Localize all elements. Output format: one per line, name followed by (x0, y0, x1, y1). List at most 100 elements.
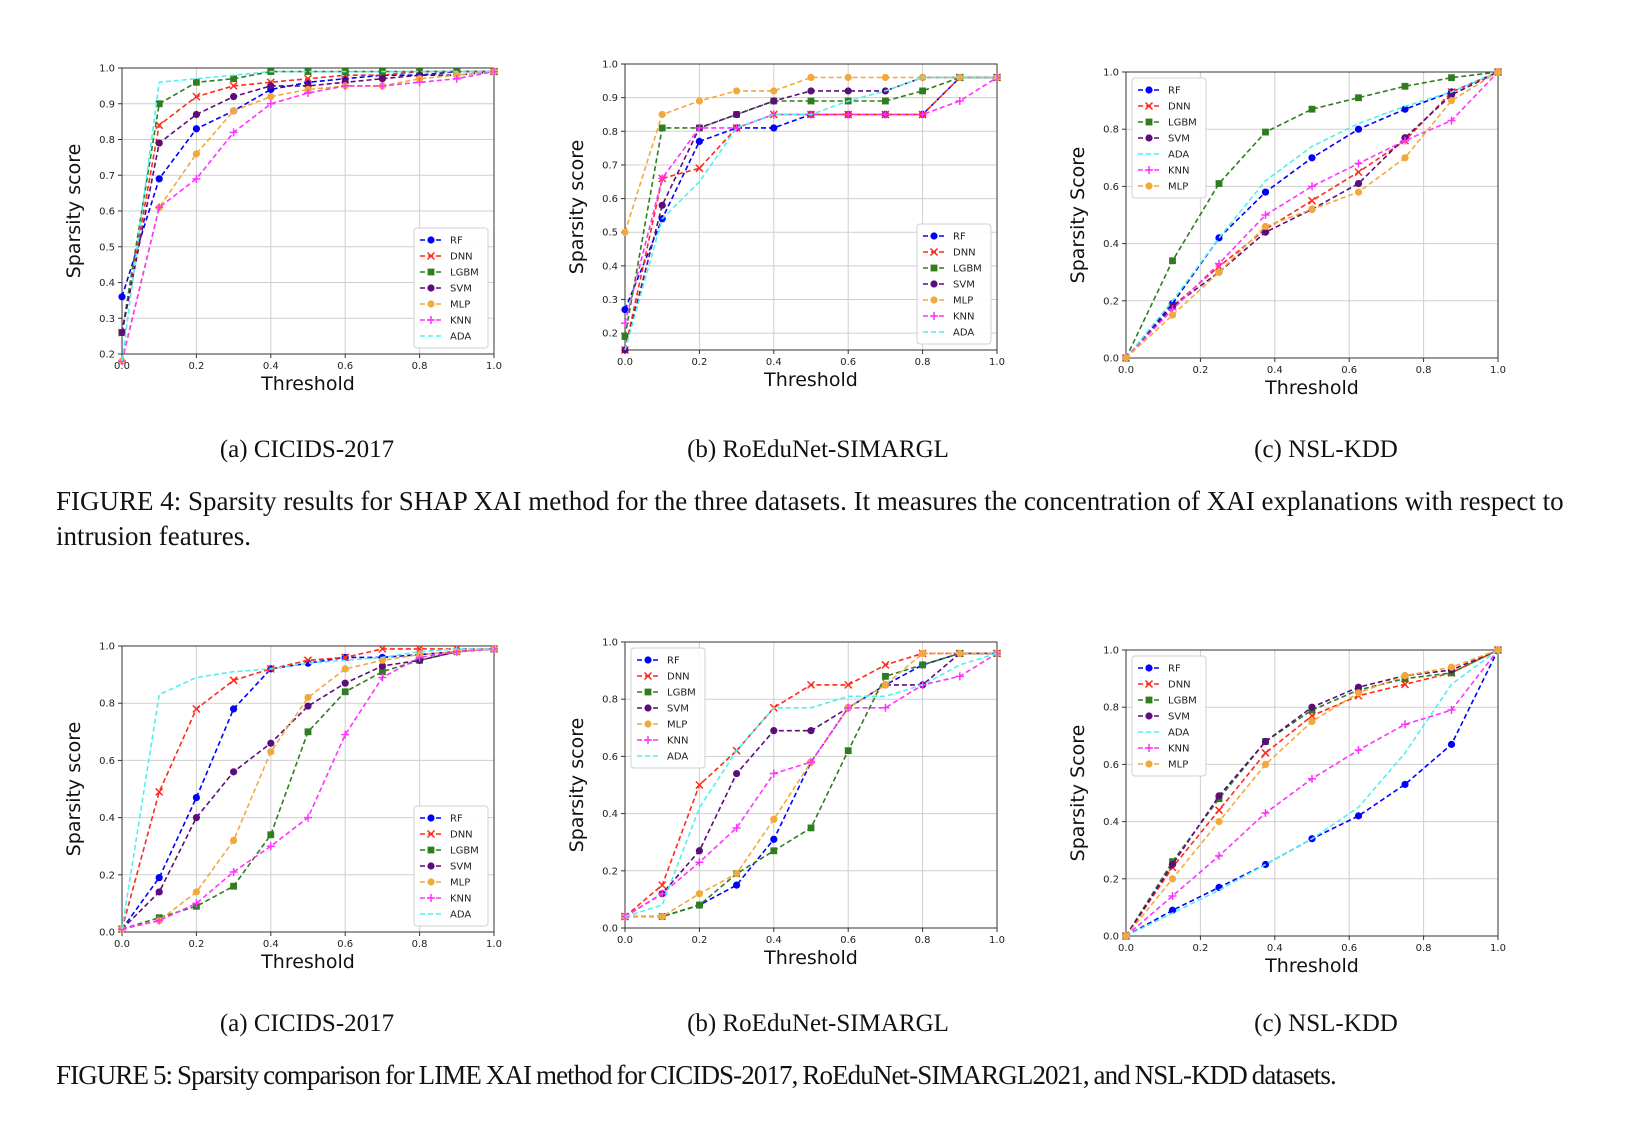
data-point-mlp (1401, 672, 1409, 680)
chart-svg: 0.0 0.2 0.4 0.6 0.8 1.0 0.2 0.3 0.4 0.5 0.6 0.7 0.8 0… (567, 60, 1005, 392)
data-point-rf (770, 124, 778, 132)
series-line-ada (1125, 71, 1499, 359)
y-tick-label: 0.4 (1103, 239, 1119, 250)
fig5-subcaption-c: (c) NSL-KDD (1254, 1010, 1398, 1037)
x-tick-label: 0.2 (691, 935, 707, 946)
data-point-lgbm (919, 87, 926, 95)
data-point-svm (230, 768, 238, 776)
data-point-knn (452, 74, 461, 83)
x-tick-label: 0.8 (915, 935, 931, 946)
legend-label-svm: SVM (1168, 134, 1190, 145)
data-point-mlp (658, 110, 666, 119)
x-tick-label: 0.0 (1118, 943, 1134, 954)
data-point-mlp (956, 73, 964, 82)
y-tick-label: 0.2 (602, 329, 618, 340)
data-point-knn (1308, 182, 1316, 191)
y-tick-label: 0.9 (99, 99, 115, 110)
data-point-svm (1354, 179, 1363, 188)
y-tick-label: 0.2 (1103, 296, 1119, 307)
y-tick-label: 0.6 (602, 194, 618, 205)
data-point-knn (192, 174, 201, 183)
data-point-mlp (341, 665, 349, 673)
data-point-mlp (1261, 760, 1270, 768)
data-point-knn (155, 203, 164, 212)
data-point-lgbm (807, 824, 815, 832)
legend-label-mlp: MLP (667, 720, 687, 731)
data-point-svm (1215, 792, 1223, 800)
legend-marker-dnn (1144, 101, 1154, 111)
data-point-svm (844, 87, 852, 95)
data-point-svm (1261, 737, 1270, 746)
data-point-rf (621, 306, 629, 314)
data-point-lgbm (230, 75, 237, 83)
data-point-mlp (695, 97, 703, 105)
data-point-lgbm (304, 68, 312, 75)
legend-label-ada: ADA (450, 910, 471, 921)
legend-label-rf: RF (667, 656, 680, 667)
legend-label-knn: KNN (1168, 166, 1190, 177)
series-line-ada (624, 652, 998, 918)
data-point-knn (1168, 891, 1177, 900)
data-point-knn (1447, 116, 1456, 125)
data-point-knn (955, 97, 964, 106)
data-point-knn (1215, 851, 1223, 860)
plot-frame (121, 645, 495, 933)
y-tick-label: 1.0 (602, 638, 618, 649)
legend-label-mlp: MLP (450, 878, 470, 889)
data-point-knn (955, 672, 964, 681)
legend-label-rf: RF (1168, 86, 1181, 97)
data-point-svm (733, 769, 741, 778)
legend-marker-svm (427, 284, 435, 292)
legend-marker-mlp (427, 300, 435, 308)
data-point-svm (770, 97, 778, 105)
legend-label-ada: ADA (953, 328, 974, 339)
plot-frame (121, 67, 495, 355)
series-line-knn (121, 70, 495, 362)
data-point-knn (415, 78, 424, 87)
data-point-lgbm (341, 688, 349, 696)
x-tick-label: 0.8 (915, 357, 931, 368)
data-point-mlp (1308, 717, 1316, 726)
legend-marker-lgbm (1145, 118, 1153, 126)
legend-label-ada: ADA (450, 332, 471, 343)
x-axis-label: Threshold (1264, 377, 1359, 399)
x-tick-label: 0.4 (766, 935, 782, 946)
data-point-lgbm (1215, 180, 1223, 187)
data-point-dnn (1261, 748, 1270, 757)
data-point-knn (621, 319, 629, 328)
data-point-svm (1261, 228, 1270, 236)
legend-label-dnn: DNN (953, 248, 976, 259)
y-tick-label: 0.6 (1103, 182, 1119, 193)
data-point-rf (1447, 740, 1456, 748)
legend-label-ada: ADA (1168, 150, 1189, 161)
data-point-rf (230, 705, 238, 713)
data-point-knn (341, 81, 350, 90)
legend-marker-mlp (644, 720, 652, 728)
data-point-knn (1215, 259, 1223, 268)
data-point-knn (1354, 746, 1363, 755)
legend-marker-lgbm (427, 846, 435, 854)
data-point-knn (266, 842, 275, 851)
data-point-mlp (919, 649, 927, 658)
data-point-dnn (378, 644, 387, 653)
x-tick-label: 1.0 (486, 361, 502, 372)
series-mlp (118, 67, 498, 365)
legend-marker-dnn (643, 671, 653, 681)
legend-marker-mlp (427, 878, 435, 886)
data-point-knn (658, 174, 667, 183)
data-point-knn (378, 673, 387, 682)
x-tick-label: 0.6 (840, 935, 856, 946)
data-point-mlp (733, 87, 741, 95)
series-mlp (118, 645, 498, 933)
data-point-knn (844, 703, 853, 712)
legend-marker-rf (1145, 86, 1153, 94)
series-line-dnn (121, 648, 494, 930)
x-tick-label: 0.4 (263, 361, 279, 372)
series-line-lgbm (1125, 71, 1499, 359)
data-point-knn (1354, 159, 1363, 168)
legend-marker-svm (930, 280, 938, 288)
legend-label-lgbm: LGBM (953, 264, 982, 275)
legend-label-lgbm: LGBM (1168, 118, 1197, 129)
legend-label-lgbm: LGBM (450, 846, 479, 857)
data-point-mlp (658, 912, 666, 921)
